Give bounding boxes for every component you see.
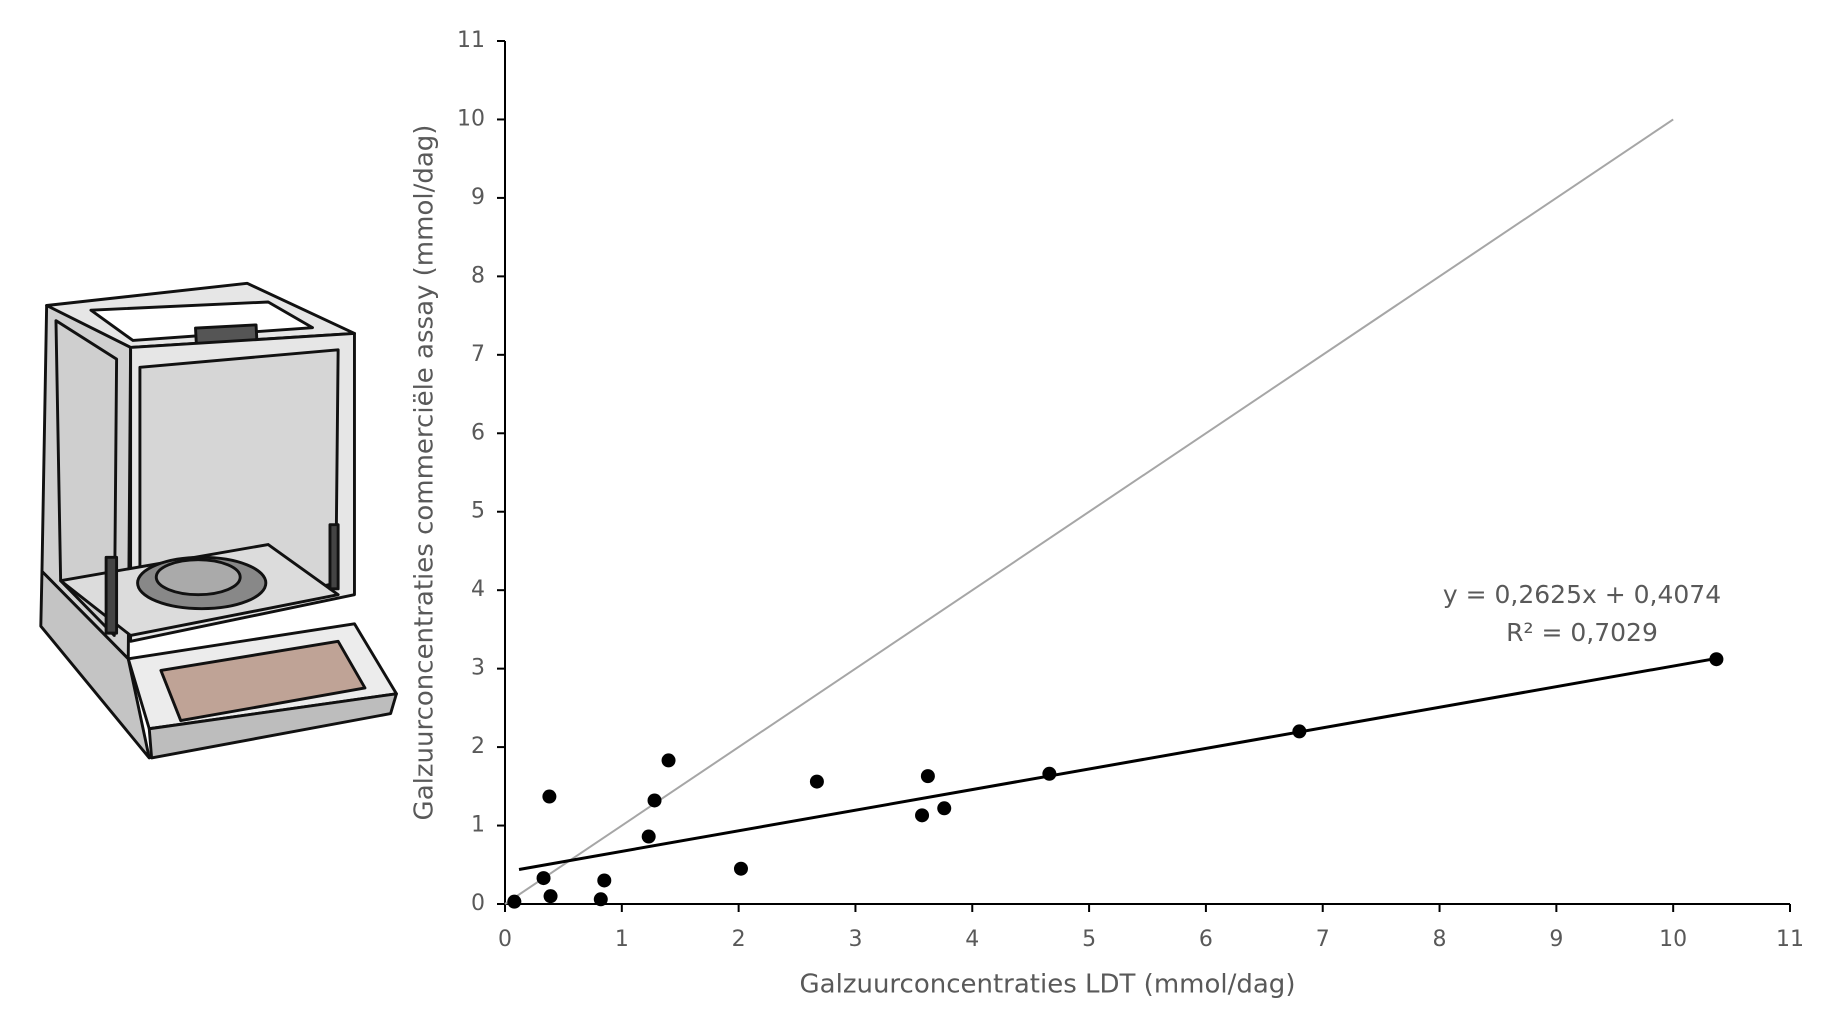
data-point	[536, 871, 551, 886]
data-point	[593, 892, 608, 907]
data-point	[542, 789, 557, 804]
x-tick-label: 11	[1776, 927, 1804, 952]
balance-illustration	[39, 281, 398, 760]
x-tick-label: 3	[848, 927, 862, 952]
trendline-annotation: R² = 0,7029	[1506, 618, 1658, 647]
x-tick-label: 8	[1433, 927, 1447, 952]
x-tick-label: 9	[1549, 927, 1563, 952]
y-tick-label: 2	[471, 734, 485, 759]
y-tick-label: 4	[471, 577, 485, 602]
data-point	[543, 889, 558, 904]
data-point	[507, 894, 522, 909]
y-tick-label: 6	[471, 420, 485, 445]
y-tick-label: 7	[471, 342, 485, 367]
trendline-annotation: y = 0,2625x + 0,4074	[1443, 580, 1721, 609]
data-point	[1292, 724, 1307, 739]
x-tick-label: 4	[965, 927, 979, 952]
y-tick-label: 10	[457, 106, 485, 131]
y-tick-label: 5	[471, 499, 485, 524]
trendline	[518, 656, 1717, 871]
y-tick-label: 11	[457, 28, 485, 53]
data-point	[597, 873, 612, 888]
y-axis-title: Galzuurconcentraties commerciële assay (…	[410, 125, 440, 821]
data-point	[1042, 766, 1057, 781]
x-axis-title: Galzuurconcentraties LDT (mmol/dag)	[800, 970, 1296, 1000]
data-point	[915, 808, 930, 823]
x-tick-label: 0	[498, 927, 512, 952]
data-point	[641, 829, 656, 844]
y-tick-label: 1	[471, 813, 485, 838]
reference-line	[504, 118, 1674, 905]
x-tick-label: 1	[615, 927, 629, 952]
y-tick-label: 8	[471, 263, 485, 288]
data-point	[733, 861, 748, 876]
y-tick-label: 3	[471, 656, 485, 681]
y-tick-label: 0	[471, 891, 485, 916]
y-tick-label: 9	[471, 185, 485, 210]
data-point	[661, 753, 676, 768]
x-tick-label: 7	[1316, 927, 1330, 952]
data-point	[1709, 652, 1724, 667]
x-tick-label: 2	[732, 927, 746, 952]
data-point	[809, 774, 824, 789]
x-tick-label: 10	[1659, 927, 1687, 952]
data-point	[937, 801, 952, 816]
x-tick-label: 5	[1082, 927, 1096, 952]
data-point	[647, 793, 662, 808]
x-tick-label: 6	[1199, 927, 1213, 952]
data-point	[920, 769, 935, 784]
